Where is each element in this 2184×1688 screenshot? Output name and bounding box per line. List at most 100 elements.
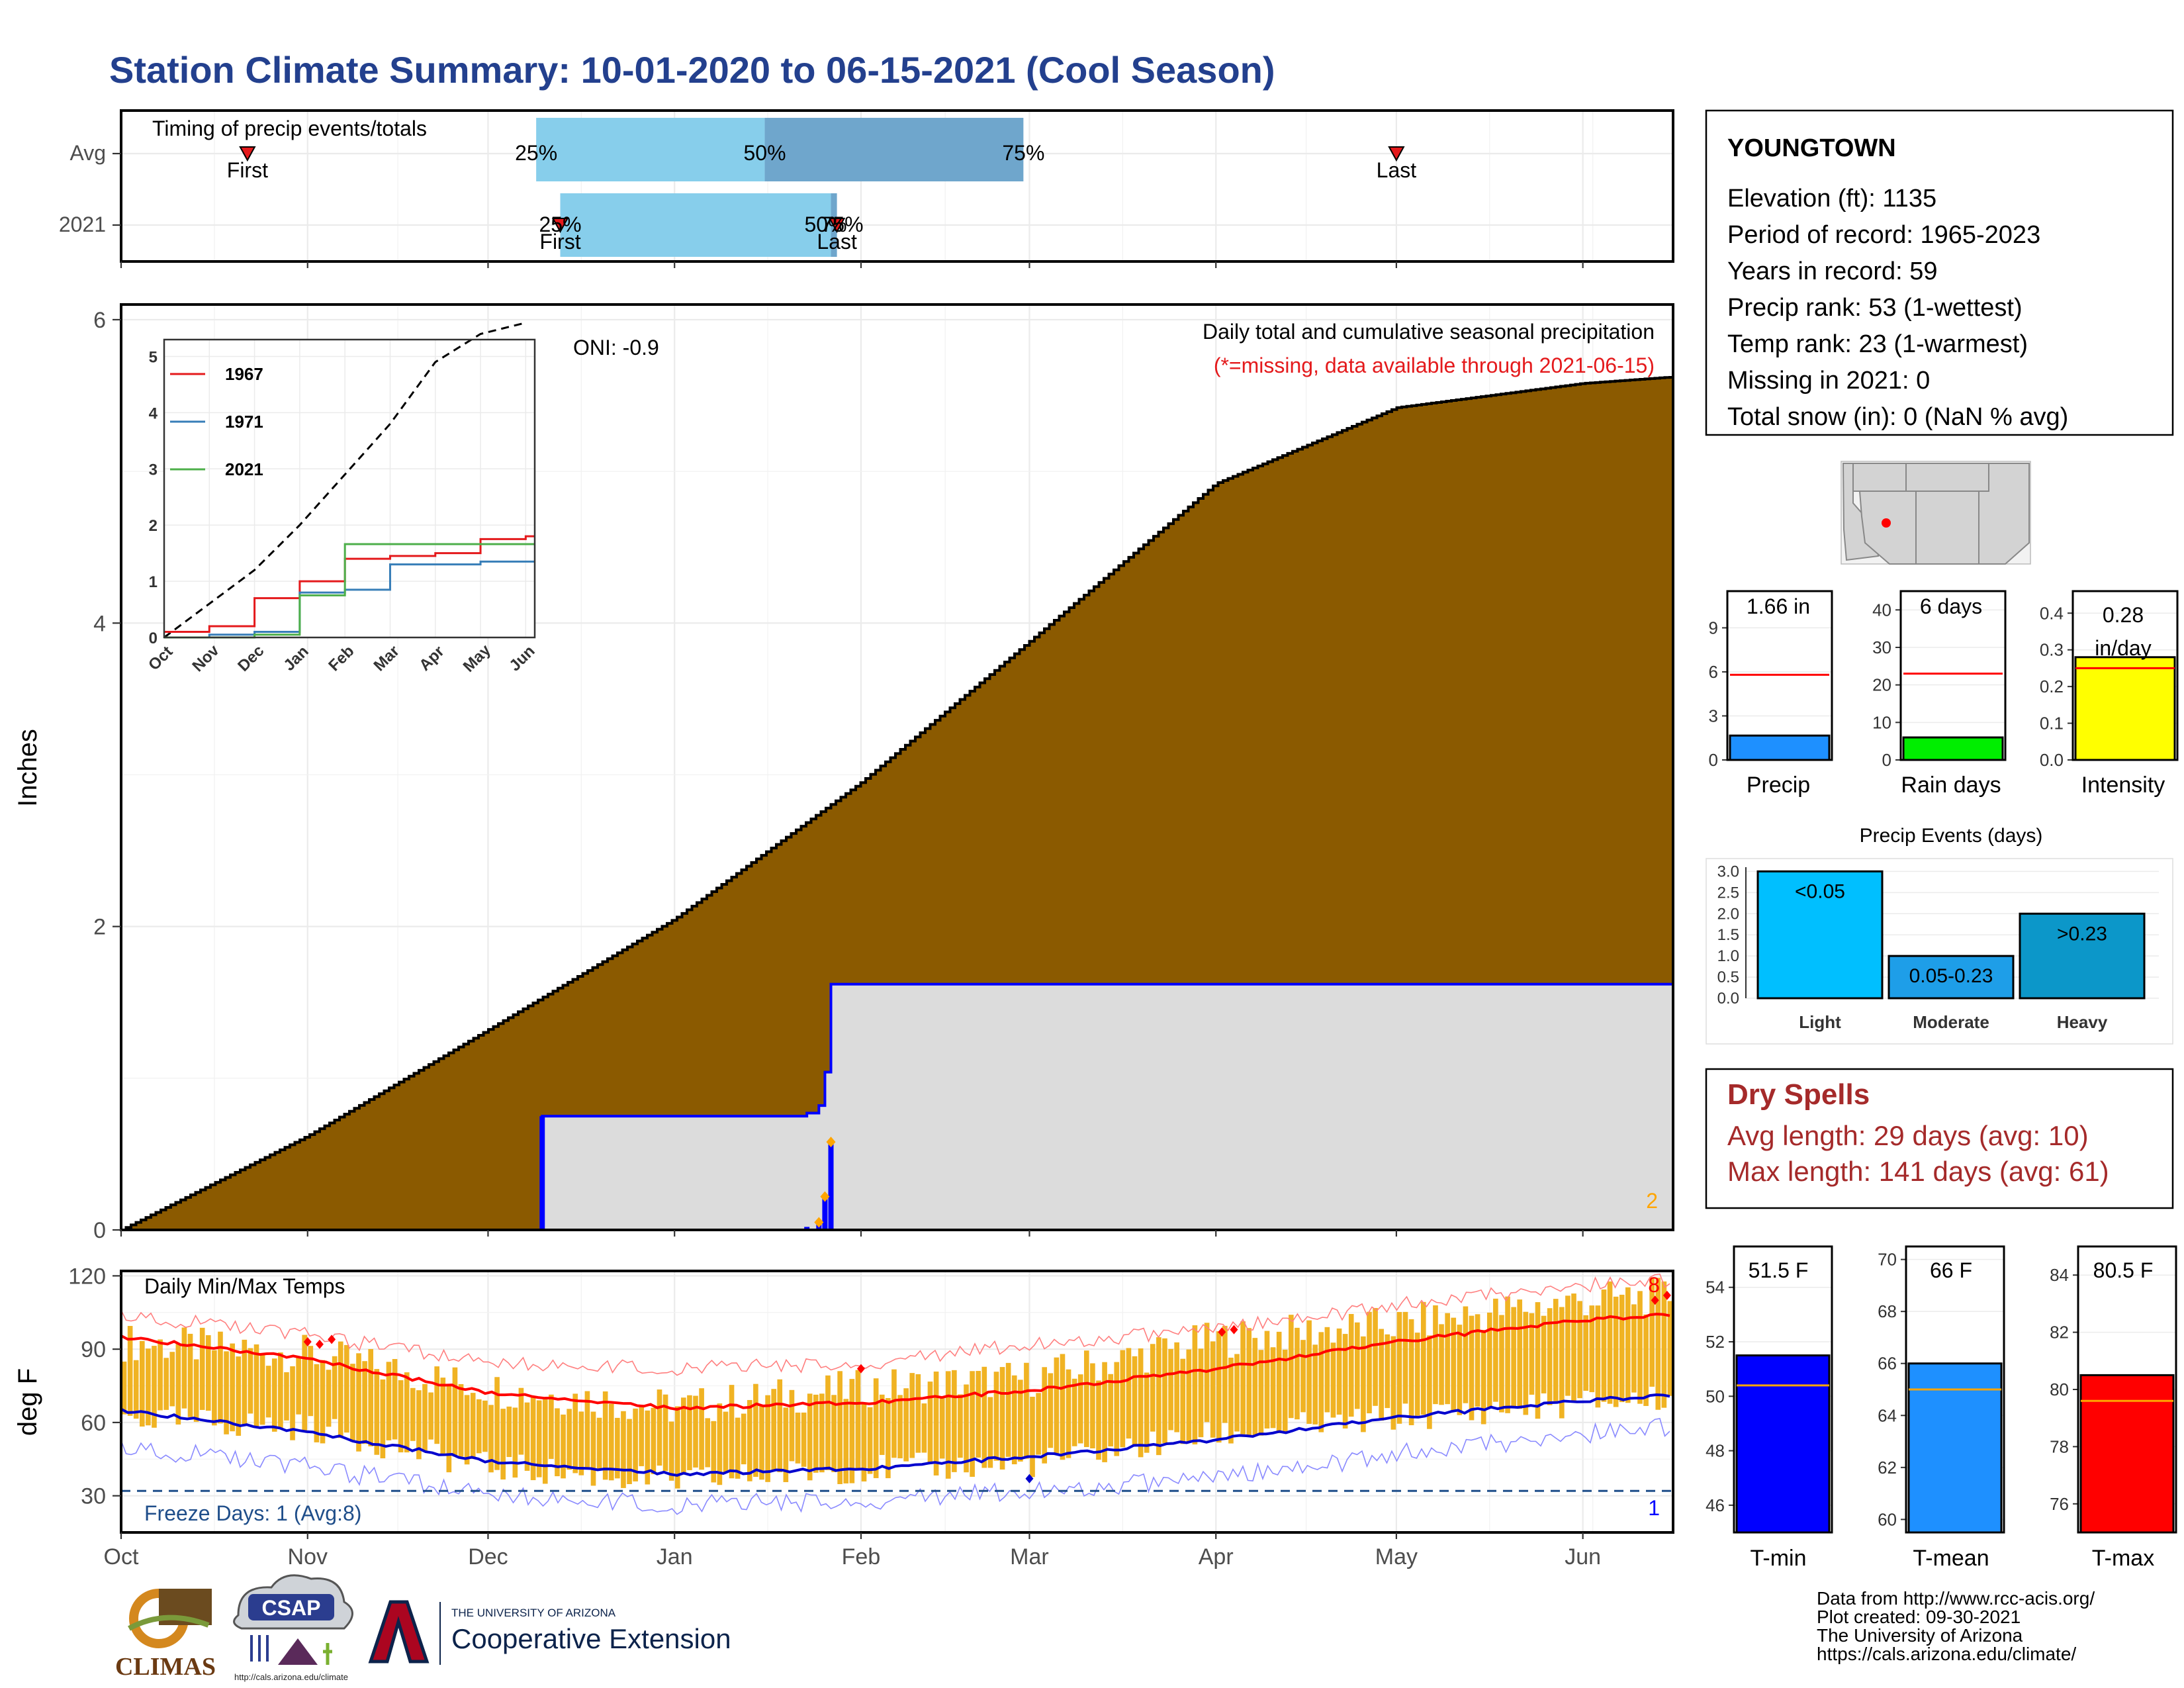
tmax-ytick-label-2: 80 bbox=[2050, 1380, 2069, 1399]
temp-day-bar-224 bbox=[1469, 1315, 1475, 1421]
inset-xtick-1: Nov bbox=[189, 641, 223, 676]
temp-day-bar-240 bbox=[1565, 1295, 1570, 1396]
tmean-ytick-label-4: 68 bbox=[1878, 1301, 1897, 1321]
events-title: Precip Events (days) bbox=[1860, 825, 2043, 847]
timing-avg-q50-q75-bar bbox=[764, 118, 1024, 181]
tmax-ytick-label-0: 76 bbox=[2050, 1494, 2069, 1514]
temp-day-bar-3 bbox=[139, 1340, 145, 1427]
temp-day-bar-217 bbox=[1427, 1335, 1432, 1429]
station-name: YOUNGTOWN bbox=[1727, 134, 1896, 162]
temp-day-bar-111 bbox=[789, 1389, 795, 1462]
temp-day-bar-151 bbox=[1030, 1397, 1035, 1477]
temp-xaxis: Oct Nov Dec Jan Feb Mar Apr May Jun bbox=[104, 1532, 1601, 1570]
daily-marker-1 bbox=[820, 1191, 830, 1202]
intensity-bar bbox=[2074, 656, 2176, 761]
raindays-bar-chart: 0 10 20 30 40 bbox=[1872, 590, 2007, 770]
temp-day-bar-167 bbox=[1126, 1348, 1132, 1439]
temp-day-bar-163 bbox=[1102, 1362, 1107, 1462]
temp-ytick-label-30: 30 bbox=[81, 1484, 106, 1509]
raindays-value: 6 days bbox=[1920, 594, 1982, 618]
temp-day-bar-136 bbox=[939, 1397, 945, 1459]
temp-day-bar-158 bbox=[1071, 1378, 1077, 1446]
xtick-label-8: Jun bbox=[1565, 1544, 1601, 1570]
temp-day-bar-161 bbox=[1090, 1363, 1095, 1449]
temp-day-bar-201 bbox=[1330, 1342, 1336, 1418]
temp-day-bar-96 bbox=[699, 1388, 704, 1470]
daily-bar-0 bbox=[539, 1116, 545, 1230]
temp-day-bar-189 bbox=[1258, 1350, 1264, 1436]
tmin-label: T-min bbox=[1751, 1546, 1807, 1571]
credit-data-source: Data from http://www.rcc-acis.org/ bbox=[1817, 1588, 2095, 1609]
precip-value: 1.66 in bbox=[1747, 594, 1810, 618]
temp-day-bar-72 bbox=[555, 1408, 560, 1477]
temp-day-bar-150 bbox=[1024, 1362, 1029, 1459]
tmean-label: T-mean bbox=[1913, 1546, 1989, 1571]
temp-day-bar-226 bbox=[1480, 1330, 1486, 1425]
daily-precip-bars bbox=[539, 1116, 836, 1230]
events-bar-light bbox=[1756, 870, 1884, 1000]
temp-day-bar-60 bbox=[482, 1400, 488, 1452]
temp-day-bar-66 bbox=[518, 1387, 524, 1455]
temp-day-bar-59 bbox=[476, 1399, 482, 1454]
temp-day-bar-164 bbox=[1108, 1374, 1113, 1447]
map-new-mexico bbox=[1915, 491, 1979, 565]
temp-day-bar-194 bbox=[1289, 1315, 1294, 1419]
temp-day-bar-192 bbox=[1276, 1331, 1282, 1434]
temp-day-bar-116 bbox=[819, 1393, 825, 1473]
temp-day-bar-43 bbox=[380, 1379, 386, 1458]
temp-day-bar-103 bbox=[741, 1413, 747, 1465]
temp-day-bar-20 bbox=[242, 1339, 248, 1426]
tmax-value: 80.5 F bbox=[2093, 1258, 2154, 1282]
temp-day-bar-137 bbox=[945, 1371, 951, 1479]
temp-day-bar-199 bbox=[1318, 1332, 1324, 1432]
legend-label-1971: 1971 bbox=[225, 412, 263, 432]
temp-day-bar-218 bbox=[1433, 1305, 1438, 1405]
temp-day-bar-29 bbox=[296, 1356, 301, 1415]
timing-avg-q50-label: 50% bbox=[744, 141, 786, 165]
map-texas-oklahoma bbox=[1978, 463, 2030, 565]
temp-day-bar-11 bbox=[187, 1333, 193, 1417]
temp-day-bar-109 bbox=[777, 1379, 783, 1473]
raindays-ytick-label-2: 20 bbox=[1872, 675, 1891, 695]
precip-label: Daily total and cumulative seasonal prec… bbox=[1203, 320, 1655, 344]
temp-day-bar-88 bbox=[651, 1407, 657, 1474]
intensity-ytick-label-0: 0.0 bbox=[2040, 750, 2064, 770]
temp-day-bar-225 bbox=[1475, 1314, 1480, 1407]
temp-day-bar-169 bbox=[1138, 1348, 1144, 1458]
temp-day-bar-30 bbox=[302, 1335, 308, 1432]
temp-day-bar-16 bbox=[218, 1331, 223, 1424]
temp-day-bar-55 bbox=[452, 1367, 458, 1457]
legend-label-2021: 2021 bbox=[225, 459, 263, 479]
station-years: Years in record: 59 bbox=[1727, 258, 1938, 285]
temp-day-bar-75 bbox=[572, 1393, 578, 1474]
temp-day-bar-102 bbox=[735, 1417, 741, 1479]
events-bar-label-light: <0.05 bbox=[1795, 880, 1845, 902]
temp-day-bar-57 bbox=[464, 1395, 470, 1465]
temp-day-bar-83 bbox=[621, 1411, 626, 1488]
record-max-marker-4 bbox=[1218, 1327, 1226, 1337]
tmax-frame bbox=[2077, 1245, 2177, 1534]
tmean-value: 66 F bbox=[1930, 1258, 1972, 1282]
temp-day-bar-123 bbox=[861, 1403, 867, 1481]
precip-ytick-label-0: 0 bbox=[1709, 750, 1718, 770]
temp-lines bbox=[120, 1273, 1673, 1515]
temp-day-bar-141 bbox=[970, 1371, 975, 1477]
temp-panel: Daily Min/Max Temps Freeze Days: 1 (Avg:… bbox=[13, 1264, 1674, 1570]
tmean-ytick-label-1: 62 bbox=[1878, 1458, 1897, 1477]
temp-day-bar-90 bbox=[662, 1394, 668, 1472]
temp-day-bar-33 bbox=[320, 1360, 326, 1444]
temp-day-bar-12 bbox=[193, 1359, 199, 1422]
timing-2021-first-marker bbox=[551, 218, 569, 234]
record-max-marker-6 bbox=[1651, 1295, 1659, 1305]
temp-day-bar-204 bbox=[1348, 1313, 1354, 1417]
temp-day-bar-207 bbox=[1367, 1311, 1372, 1414]
inset-xtick-7: May bbox=[460, 641, 495, 676]
temp-day-bar-64 bbox=[506, 1406, 512, 1458]
tmax-ytick-label-1: 78 bbox=[2050, 1436, 2069, 1456]
precip-yaxis: 0 2 4 6 bbox=[93, 308, 1584, 1243]
inset-ytick-5: 5 bbox=[149, 348, 158, 366]
station-box: YOUNGTOWN Elevation (ft): 1135 Period of… bbox=[1705, 109, 2174, 436]
tmin-value: 51.5 F bbox=[1749, 1258, 1809, 1282]
inset-xtick-0: Oct bbox=[145, 643, 176, 674]
temp-day-bar-1 bbox=[127, 1326, 133, 1416]
